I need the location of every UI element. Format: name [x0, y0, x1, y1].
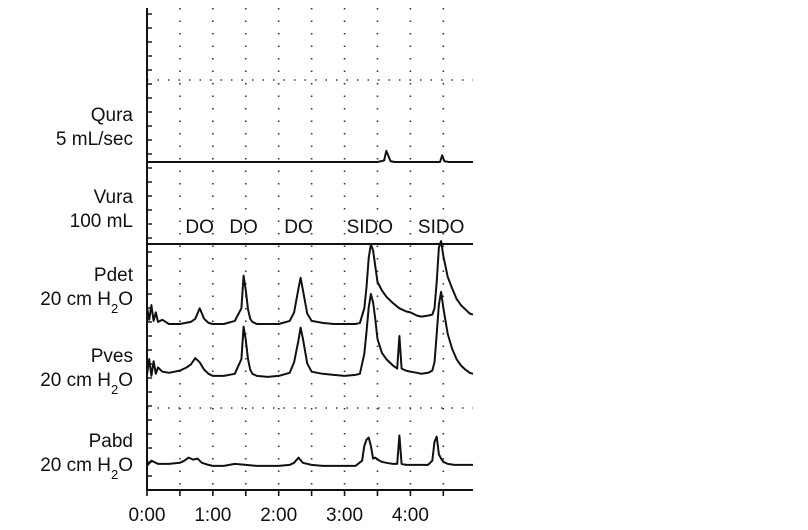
- channel-name-vura: Vura: [94, 187, 134, 208]
- annotations: DO DO DO SIDO SIDO: [185, 217, 464, 238]
- traces: [146, 149, 474, 467]
- axes: [146, 8, 473, 496]
- channel-scale-pabd: 20 cm H2O: [40, 455, 133, 482]
- channel-scale-pdet: 20 cm H2O: [40, 289, 133, 316]
- channel-name-pabd: Pabd: [89, 431, 133, 452]
- trace-pves: [146, 290, 474, 378]
- annotation-sido: SIDO: [347, 217, 393, 238]
- annotation-do: DO: [284, 217, 313, 238]
- trace-pdet: [146, 240, 474, 325]
- channel-scale-pves: 20 cm H2O: [40, 370, 133, 397]
- x-tick-label: 1:00: [194, 505, 231, 526]
- channel-scale-vura: 100 mL: [70, 211, 133, 232]
- x-tick-labels: 0:00 1:00 2:00 3:00 4:00: [129, 505, 429, 526]
- channel-name-pdet: Pdet: [94, 265, 134, 286]
- x-tick-label: 0:00: [129, 505, 166, 526]
- channel-name-qura: Qura: [91, 105, 134, 126]
- annotation-do: DO: [229, 217, 258, 238]
- annotation-sido: SIDO: [418, 217, 464, 238]
- channel-labels: Qura 5 mL/sec Vura 100 mL Pdet 20 cm H2O Pves 2…: [40, 105, 133, 482]
- x-tick-label: 3:00: [326, 505, 363, 526]
- trace-qura: [147, 149, 473, 163]
- trace-pabd: [146, 434, 473, 467]
- grid: [147, 8, 473, 490]
- x-tick-label: 2:00: [260, 505, 297, 526]
- channel-name-pves: Pves: [91, 346, 133, 367]
- channel-scale-qura: 5 mL/sec: [56, 129, 133, 150]
- annotation-do: DO: [185, 217, 214, 238]
- x-tick-label: 4:00: [392, 505, 429, 526]
